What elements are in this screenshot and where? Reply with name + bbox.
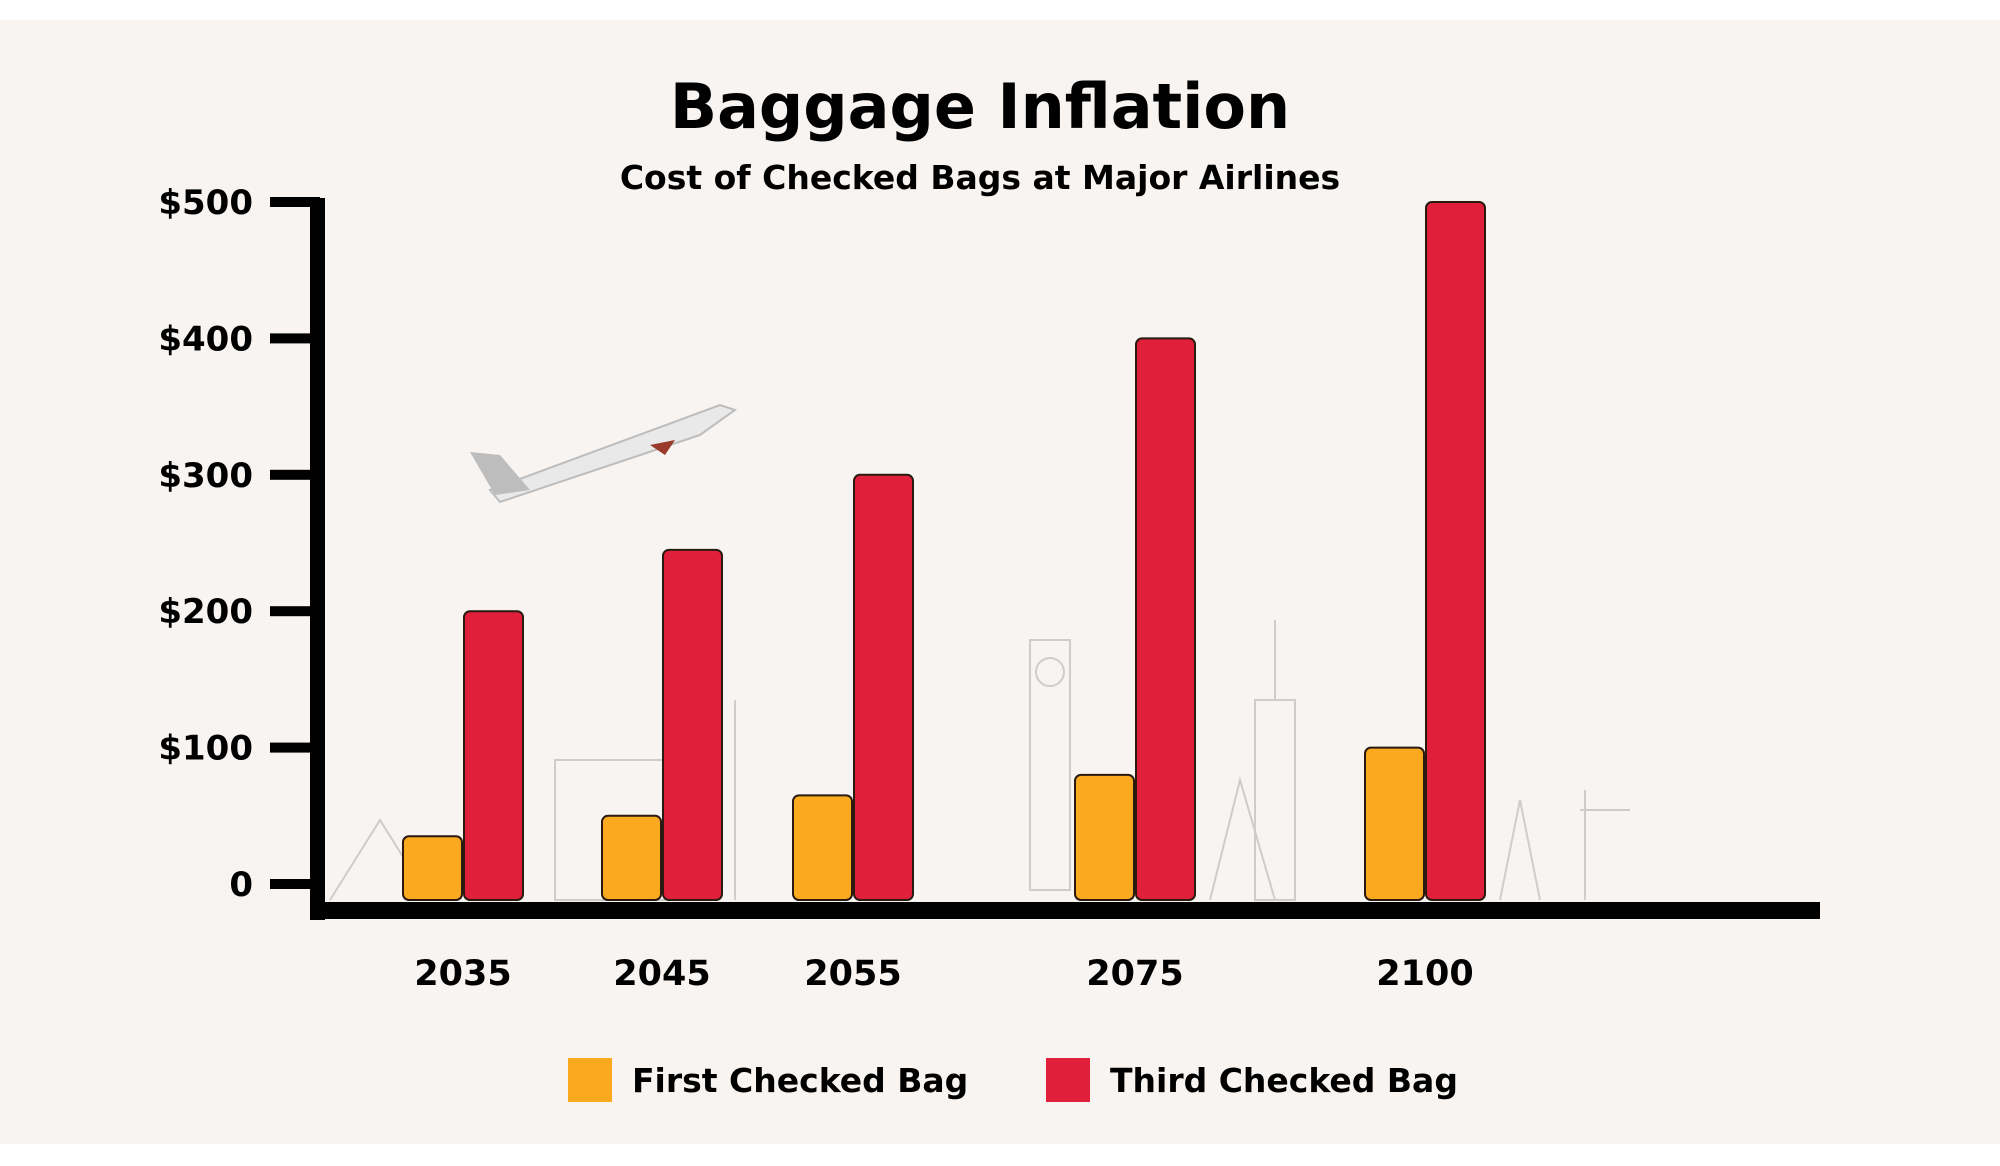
y-axis-line (310, 198, 325, 920)
x-tick-label: 2055 (804, 954, 901, 994)
chart-background (0, 20, 2000, 1144)
y-tick (270, 197, 320, 207)
bar-first-bag (1074, 773, 1135, 902)
legend-label-third-bag: Third Checked Bag (1110, 1060, 1458, 1100)
chart-title: Baggage Inflation (669, 70, 1291, 143)
skyline-shape (1209, 776, 1276, 901)
legend-item-first-bag: First Checked Bag (568, 1058, 968, 1102)
y-tick (270, 879, 320, 889)
clock-tower-outline (1029, 639, 1071, 891)
bar-first-bag (792, 794, 853, 902)
y-tick-label: $100 (158, 729, 253, 769)
legend-item-third-bag: Third Checked Bag (1046, 1058, 1458, 1102)
bar-third-bag (1135, 337, 1196, 901)
y-tick (270, 333, 320, 344)
y-tick-label: $500 (158, 183, 253, 223)
y-tick (270, 606, 320, 617)
x-tick-label: 2100 (1376, 954, 1473, 994)
airplane-illustration (470, 403, 738, 504)
bar-third-bag (1425, 201, 1486, 901)
x-axis-line (310, 902, 1820, 919)
y-tick (270, 469, 320, 480)
y-tick-label: $300 (158, 456, 253, 496)
x-tick-label: 2075 (1086, 954, 1183, 994)
bar-first-bag (1364, 746, 1425, 901)
y-tick-label: $400 (158, 319, 253, 359)
x-tick-label: 2045 (613, 954, 710, 994)
x-tick-label: 2035 (414, 954, 511, 994)
legend-swatch-third-bag (1046, 1058, 1090, 1102)
bar-third-bag (662, 548, 723, 901)
skyscraper-outline (1254, 699, 1296, 901)
y-tick-label: $200 (158, 592, 253, 632)
bar-first-bag (402, 835, 463, 902)
bar-third-bag (463, 610, 524, 901)
clock-icon (1035, 657, 1065, 687)
bar-third-bag (853, 473, 914, 901)
legend-swatch-first-bag (568, 1058, 612, 1102)
skyline-shape (1499, 799, 1541, 901)
chart-subtitle: Cost of Checked Bags at Major Airlines (619, 158, 1341, 197)
y-tick (270, 742, 320, 753)
bar-first-bag (601, 814, 662, 901)
legend-label-first-bag: First Checked Bag (632, 1060, 969, 1100)
y-tick-label: 0 (229, 865, 253, 905)
